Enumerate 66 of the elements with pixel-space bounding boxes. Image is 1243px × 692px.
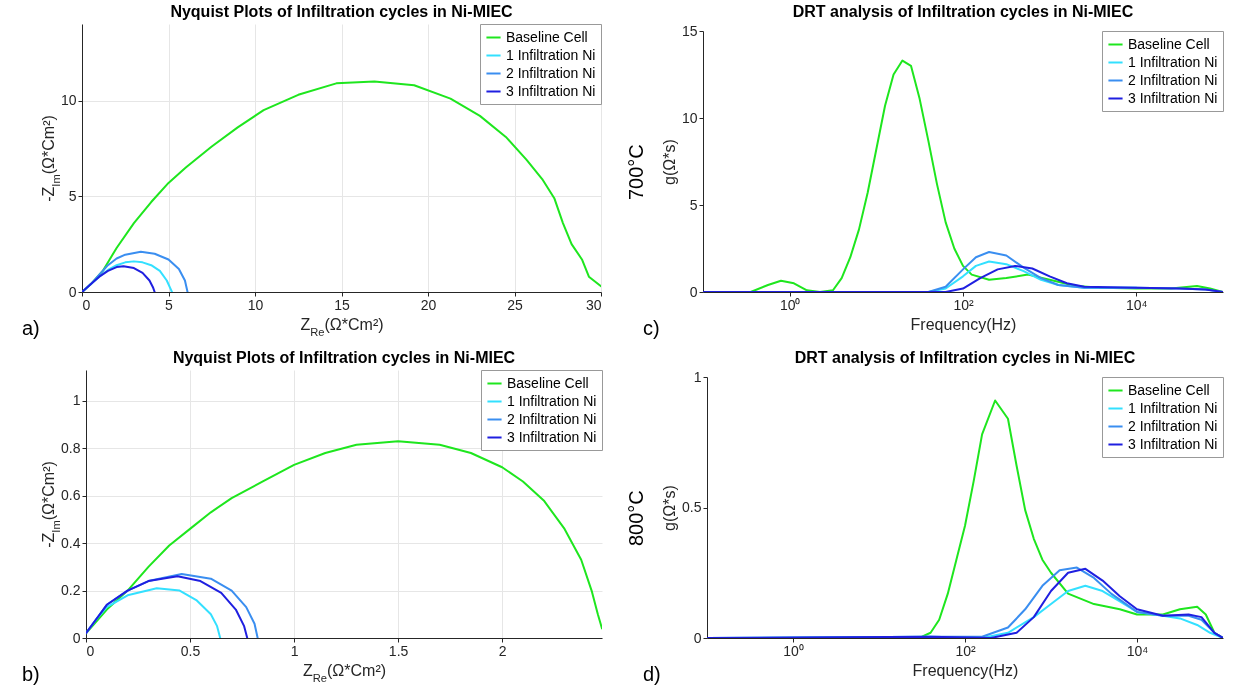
x-tick-label: 10² — [953, 296, 974, 313]
legend-label: Baseline Cell — [507, 374, 589, 391]
x-tick-label: 10⁰ — [779, 296, 801, 313]
legend-label: 2 Infiltration Ni — [1128, 417, 1218, 434]
legend-label: 1 Infiltration Ni — [507, 392, 597, 409]
chart-title: Nyquist Plots of Infiltration cycles in Ni-MIEC — [170, 3, 514, 20]
text: b) — [22, 663, 40, 686]
x-axis-title: Z$_{Re}$(Ω*Cm²) — [300, 315, 384, 338]
legend-label: 3 Infiltration Ni — [507, 428, 597, 445]
x-tick-label: 10 — [247, 296, 264, 313]
y-tick-label: 0 — [693, 629, 702, 646]
x-tick-label: 10⁴ — [1126, 642, 1149, 659]
y-tick-label: 5 — [689, 196, 698, 213]
x-tick-label: 1 — [290, 642, 299, 659]
legend-label: 2 Infiltration Ni — [506, 64, 596, 81]
legend-label: Baseline Cell — [506, 28, 588, 45]
text: a) — [22, 317, 40, 340]
y-axis-title: g(Ω*s) — [661, 485, 679, 531]
chart-title: DRT analysis of Infiltration cycles in Ni-MIEC — [794, 349, 1136, 366]
chart-title: DRT analysis of Infiltration cycles in Ni-MIEC — [792, 3, 1134, 20]
y-axis-title: g(Ω*s) — [660, 139, 678, 185]
y-tick-label: 0 — [689, 283, 698, 300]
x-tick-label: 10² — [955, 642, 976, 659]
y-tick-label: 10 — [60, 92, 77, 109]
text: 700°C — [625, 144, 648, 200]
x-tick-label: 15 — [334, 296, 350, 313]
legend-label: 2 Infiltration Ni — [1128, 71, 1218, 88]
line-series — [82, 265, 156, 292]
text: d) — [643, 663, 661, 686]
y-tick-label: 15 — [681, 22, 698, 39]
y-tick-label: 0 — [72, 629, 81, 646]
x-tick-label: 5 — [165, 296, 174, 313]
x-tick-label: 10⁴ — [1126, 296, 1148, 313]
chart-title: Nyquist Plots of Infiltration cycles in Ni-MIEC — [172, 349, 516, 366]
legend-label: 1 Infiltration Ni — [506, 46, 596, 63]
legend-label: 1 Infiltration Ni — [1128, 53, 1218, 70]
x-axis-title: Z$_{Re}$(Ω*Cm²) — [302, 661, 387, 684]
legend-label: 3 Infiltration Ni — [1128, 435, 1218, 452]
legend-label: Baseline Cell — [1128, 381, 1210, 398]
y-tick-label: 0.6 — [61, 487, 81, 504]
y-tick-label: 10 — [681, 109, 698, 126]
x-tick-label: 10⁰ — [783, 642, 804, 659]
y-tick-label: 0.2 — [61, 582, 81, 599]
y-tick-label: 0.5 — [682, 499, 702, 515]
x-tick-label: 1.5 — [388, 642, 409, 659]
legend-label: 1 Infiltration Ni — [1128, 399, 1218, 416]
legend-label: 3 Infiltration Ni — [1128, 89, 1218, 106]
y-tick-label: 1 — [693, 368, 702, 385]
x-axis-title: Frequency(Hz) — [910, 315, 1017, 333]
legend-label: 3 Infiltration Ni — [506, 82, 596, 99]
legend-label: Baseline Cell — [1128, 35, 1210, 52]
text: c) — [643, 317, 660, 340]
x-tick-label: 30 — [585, 296, 602, 313]
legend-label: 2 Infiltration Ni — [507, 410, 597, 427]
x-tick-label: 0 — [86, 642, 95, 659]
x-tick-label: 0.5 — [180, 642, 201, 659]
y-tick-label: 1 — [72, 392, 81, 409]
x-axis-title: Frequency(Hz) — [912, 661, 1019, 679]
x-tick-label: 25 — [507, 296, 523, 313]
x-tick-label: 20 — [420, 296, 437, 313]
x-tick-label: 2 — [498, 642, 507, 659]
y-tick-label: 0 — [68, 283, 77, 300]
text: 800°C — [625, 490, 648, 546]
y-tick-label: 0.8 — [61, 439, 81, 456]
y-tick-label: 5 — [68, 187, 77, 204]
y-tick-label: 0.4 — [61, 534, 81, 551]
